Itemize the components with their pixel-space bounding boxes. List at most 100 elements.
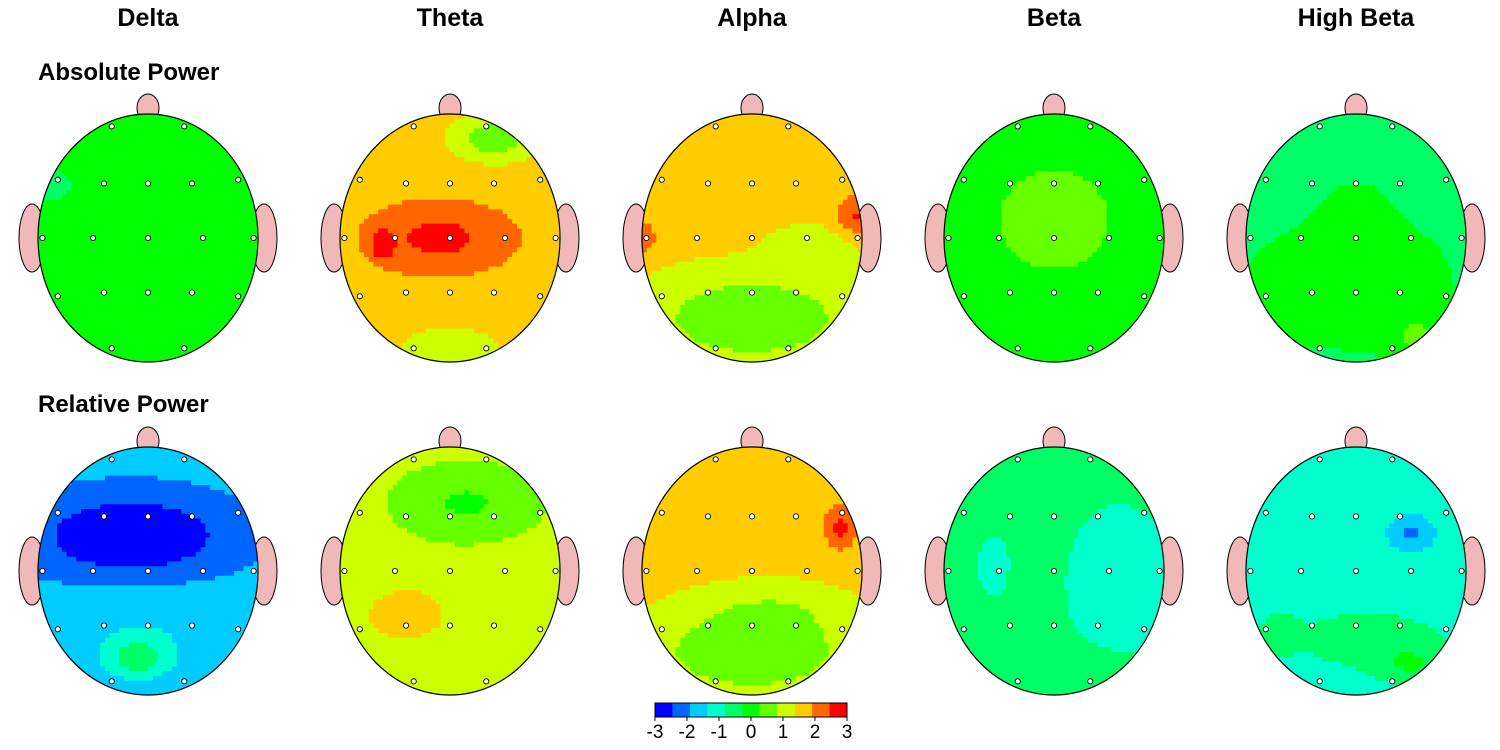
electrode-dot [108,345,115,352]
head-outline [641,113,863,363]
electrode-dot [1050,289,1058,296]
electrode-dot [1105,567,1113,575]
electrode-dot [995,567,1003,575]
head-outline [37,113,259,363]
electrode-dot [785,456,792,463]
colorbar-tick-minus-2: -2 [672,722,702,744]
electrode-dot [1458,234,1465,242]
electrode-dot [1308,513,1316,520]
band-title-delta: Delta [28,4,268,33]
electrode-dot [643,567,650,575]
electrode-dot [100,180,108,187]
electrode-dot [402,513,410,520]
electrode-dot [995,234,1003,242]
electrode-dot [1443,626,1450,633]
electrode-dot [960,626,967,633]
electrode-dot [501,567,509,575]
electrode-dot [100,622,108,629]
electrode-dot [1141,626,1148,633]
head-map-delta-relative [18,426,278,696]
band-title-alpha: Alpha [632,4,872,33]
electrode-dot [712,345,719,352]
electrode-dot [1050,234,1058,242]
electrode-dot [1156,234,1163,242]
electrode-dot [1352,180,1360,187]
electrode-dot [356,509,363,516]
electrode-dot [1396,513,1404,520]
electrode-dot [1407,567,1415,575]
head-map-high-beta-absolute [1226,93,1486,363]
electrode-dot [552,234,559,242]
head-map-theta-relative [320,426,580,696]
electrode-dot [144,289,152,296]
electrode-dot [391,567,399,575]
electrode-dot [490,622,498,629]
electrode-dot [250,567,257,575]
electrode-dot [693,567,701,575]
electrode-dot [1050,513,1058,520]
electrode-dot [144,513,152,520]
electrode-dot [181,456,188,463]
head-outline [339,113,561,363]
electrode-dot [1247,567,1254,575]
electrode-dot [188,289,196,296]
head-outline [641,446,863,696]
colorbar-swatch [742,703,761,717]
electrode-dot [490,513,498,520]
electrode-dot [1308,622,1316,629]
electrode-dot [748,289,756,296]
electrode-dot [1087,345,1094,352]
electrode-dot [1389,345,1396,352]
electrode-dot [748,180,756,187]
electrode-dot [1352,289,1360,296]
electrode-dot [188,622,196,629]
electrode-dot [1141,293,1148,300]
electrode-dot [1396,622,1404,629]
electrode-dot [785,345,792,352]
electrode-dot [803,567,811,575]
electrode-dot [552,567,559,575]
electrode-dot [1316,456,1323,463]
electrode-dot [839,509,846,516]
electrode-dot [235,509,242,516]
head-outline [37,446,259,696]
electrode-dot [54,626,61,633]
electrode-dot [1389,123,1396,130]
colorbar-tick-minus-3: -3 [640,722,670,744]
electrode-dot [100,513,108,520]
electrode-dot [356,293,363,300]
electrode-dot [54,293,61,300]
row-title-absolute-power: Absolute Power [38,59,219,87]
electrode-dot [54,176,61,183]
electrode-dot [839,293,846,300]
electrode-dot [181,678,188,685]
electrode-dot [1006,180,1014,187]
head-map-theta-absolute [320,93,580,363]
electrode-dot [181,345,188,352]
electrode-dot [89,567,97,575]
colorbar-tick-1: 1 [768,722,798,744]
electrode-dot [446,234,454,242]
row-title-relative-power: Relative Power [38,391,209,419]
electrode-dot [1087,678,1094,685]
electrode-dot [1014,678,1021,685]
electrode-dot [960,509,967,516]
colorbar-tick-0: 0 [736,722,766,744]
electrode-dot [1443,176,1450,183]
head-outline [943,113,1165,363]
electrode-dot [410,345,417,352]
power-field [340,447,560,695]
power-field [642,114,862,362]
head-map-delta-absolute [18,93,278,363]
electrode-dot [144,567,152,575]
colorbar-swatch [689,703,708,717]
electrode-dot [748,622,756,629]
electrode-dot [1050,622,1058,629]
electrode-dot [144,622,152,629]
electrode-dot [1014,123,1021,130]
electrode-dot [1262,176,1269,183]
head-outline [1245,446,1467,696]
electrode-dot [341,567,348,575]
electrode-dot [1247,234,1254,242]
band-title-high-beta: High Beta [1236,4,1476,33]
